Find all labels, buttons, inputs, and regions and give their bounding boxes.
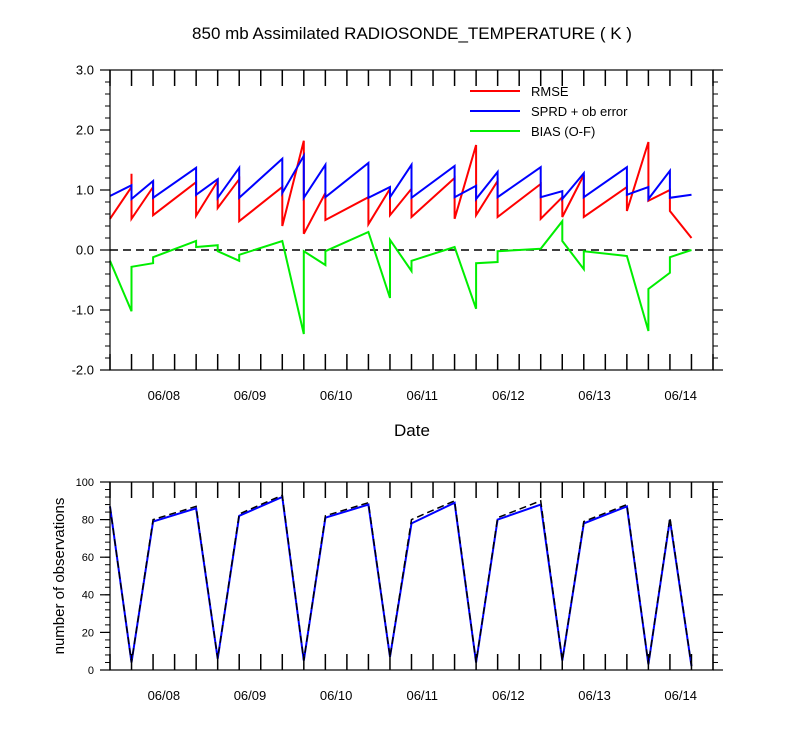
series-line-bias-o-f xyxy=(109,218,692,335)
series-line-rmse xyxy=(109,140,693,239)
x-tick-label: 06/12 xyxy=(492,388,525,403)
x-tick-label: 06/10 xyxy=(320,688,353,703)
y-tick-label: 0.0 xyxy=(76,243,94,258)
bottom-panel-ticks: 06/08 06/09 06/10 06/11 06/12 06/13 06/14 0 20 40… xyxy=(76,477,723,703)
y-tick-label: 1.0 xyxy=(76,183,94,198)
series-line-sprd-ob-error xyxy=(109,152,692,202)
bottom-panel-frame xyxy=(109,481,714,671)
y-tick-label: 2.0 xyxy=(76,123,94,138)
x-tick-label: 06/14 xyxy=(664,388,697,403)
top-panel-series xyxy=(109,140,693,335)
chart-title: 850 mb Assimilated RADIOSONDE_TEMPERATUR… xyxy=(192,24,632,43)
x-tick-label: 06/09 xyxy=(234,388,267,403)
y-tick-label: -2.0 xyxy=(72,363,94,378)
x-tick-label: 06/11 xyxy=(406,388,438,403)
x-tick-label: 06/09 xyxy=(234,688,267,703)
y-tick-label: 40 xyxy=(82,590,94,602)
x-tick-label: 06/12 xyxy=(492,688,525,703)
y-tick-label: 3.0 xyxy=(76,63,94,78)
series-line-assimilated xyxy=(109,495,693,667)
y-tick-label: 0 xyxy=(88,665,94,677)
y-axis-label: number of observations xyxy=(51,498,68,655)
x-tick-label: 06/13 xyxy=(578,388,611,403)
y-tick-label: 60 xyxy=(82,552,94,564)
x-tick-label: 06/13 xyxy=(578,688,611,703)
x-tick-label: 06/11 xyxy=(406,688,438,703)
legend-label: BIAS (O-F) xyxy=(531,124,595,139)
top-panel-ticks: 06/08 06/09 06/10 06/11 06/12 06/13 06/14 -2.0 -… xyxy=(72,63,723,403)
y-tick-label: 20 xyxy=(82,627,94,639)
x-tick-label: 06/08 xyxy=(148,688,181,703)
y-tick-label: 80 xyxy=(82,514,94,526)
top-panel-legend: RMSE SPRD + ob error BIAS (O-F) xyxy=(470,84,628,139)
legend-label: RMSE xyxy=(531,84,569,99)
x-tick-label: 06/10 xyxy=(320,388,353,403)
y-tick-label: 100 xyxy=(76,477,94,489)
series-line-possible xyxy=(109,494,693,667)
x-tick-label: 06/14 xyxy=(664,688,697,703)
x-axis-label: Date xyxy=(394,421,430,440)
legend-label: SPRD + ob error xyxy=(531,104,628,119)
bottom-panel-series xyxy=(109,494,693,667)
y-tick-label: -1.0 xyxy=(72,303,94,318)
x-tick-label: 06/08 xyxy=(148,388,181,403)
